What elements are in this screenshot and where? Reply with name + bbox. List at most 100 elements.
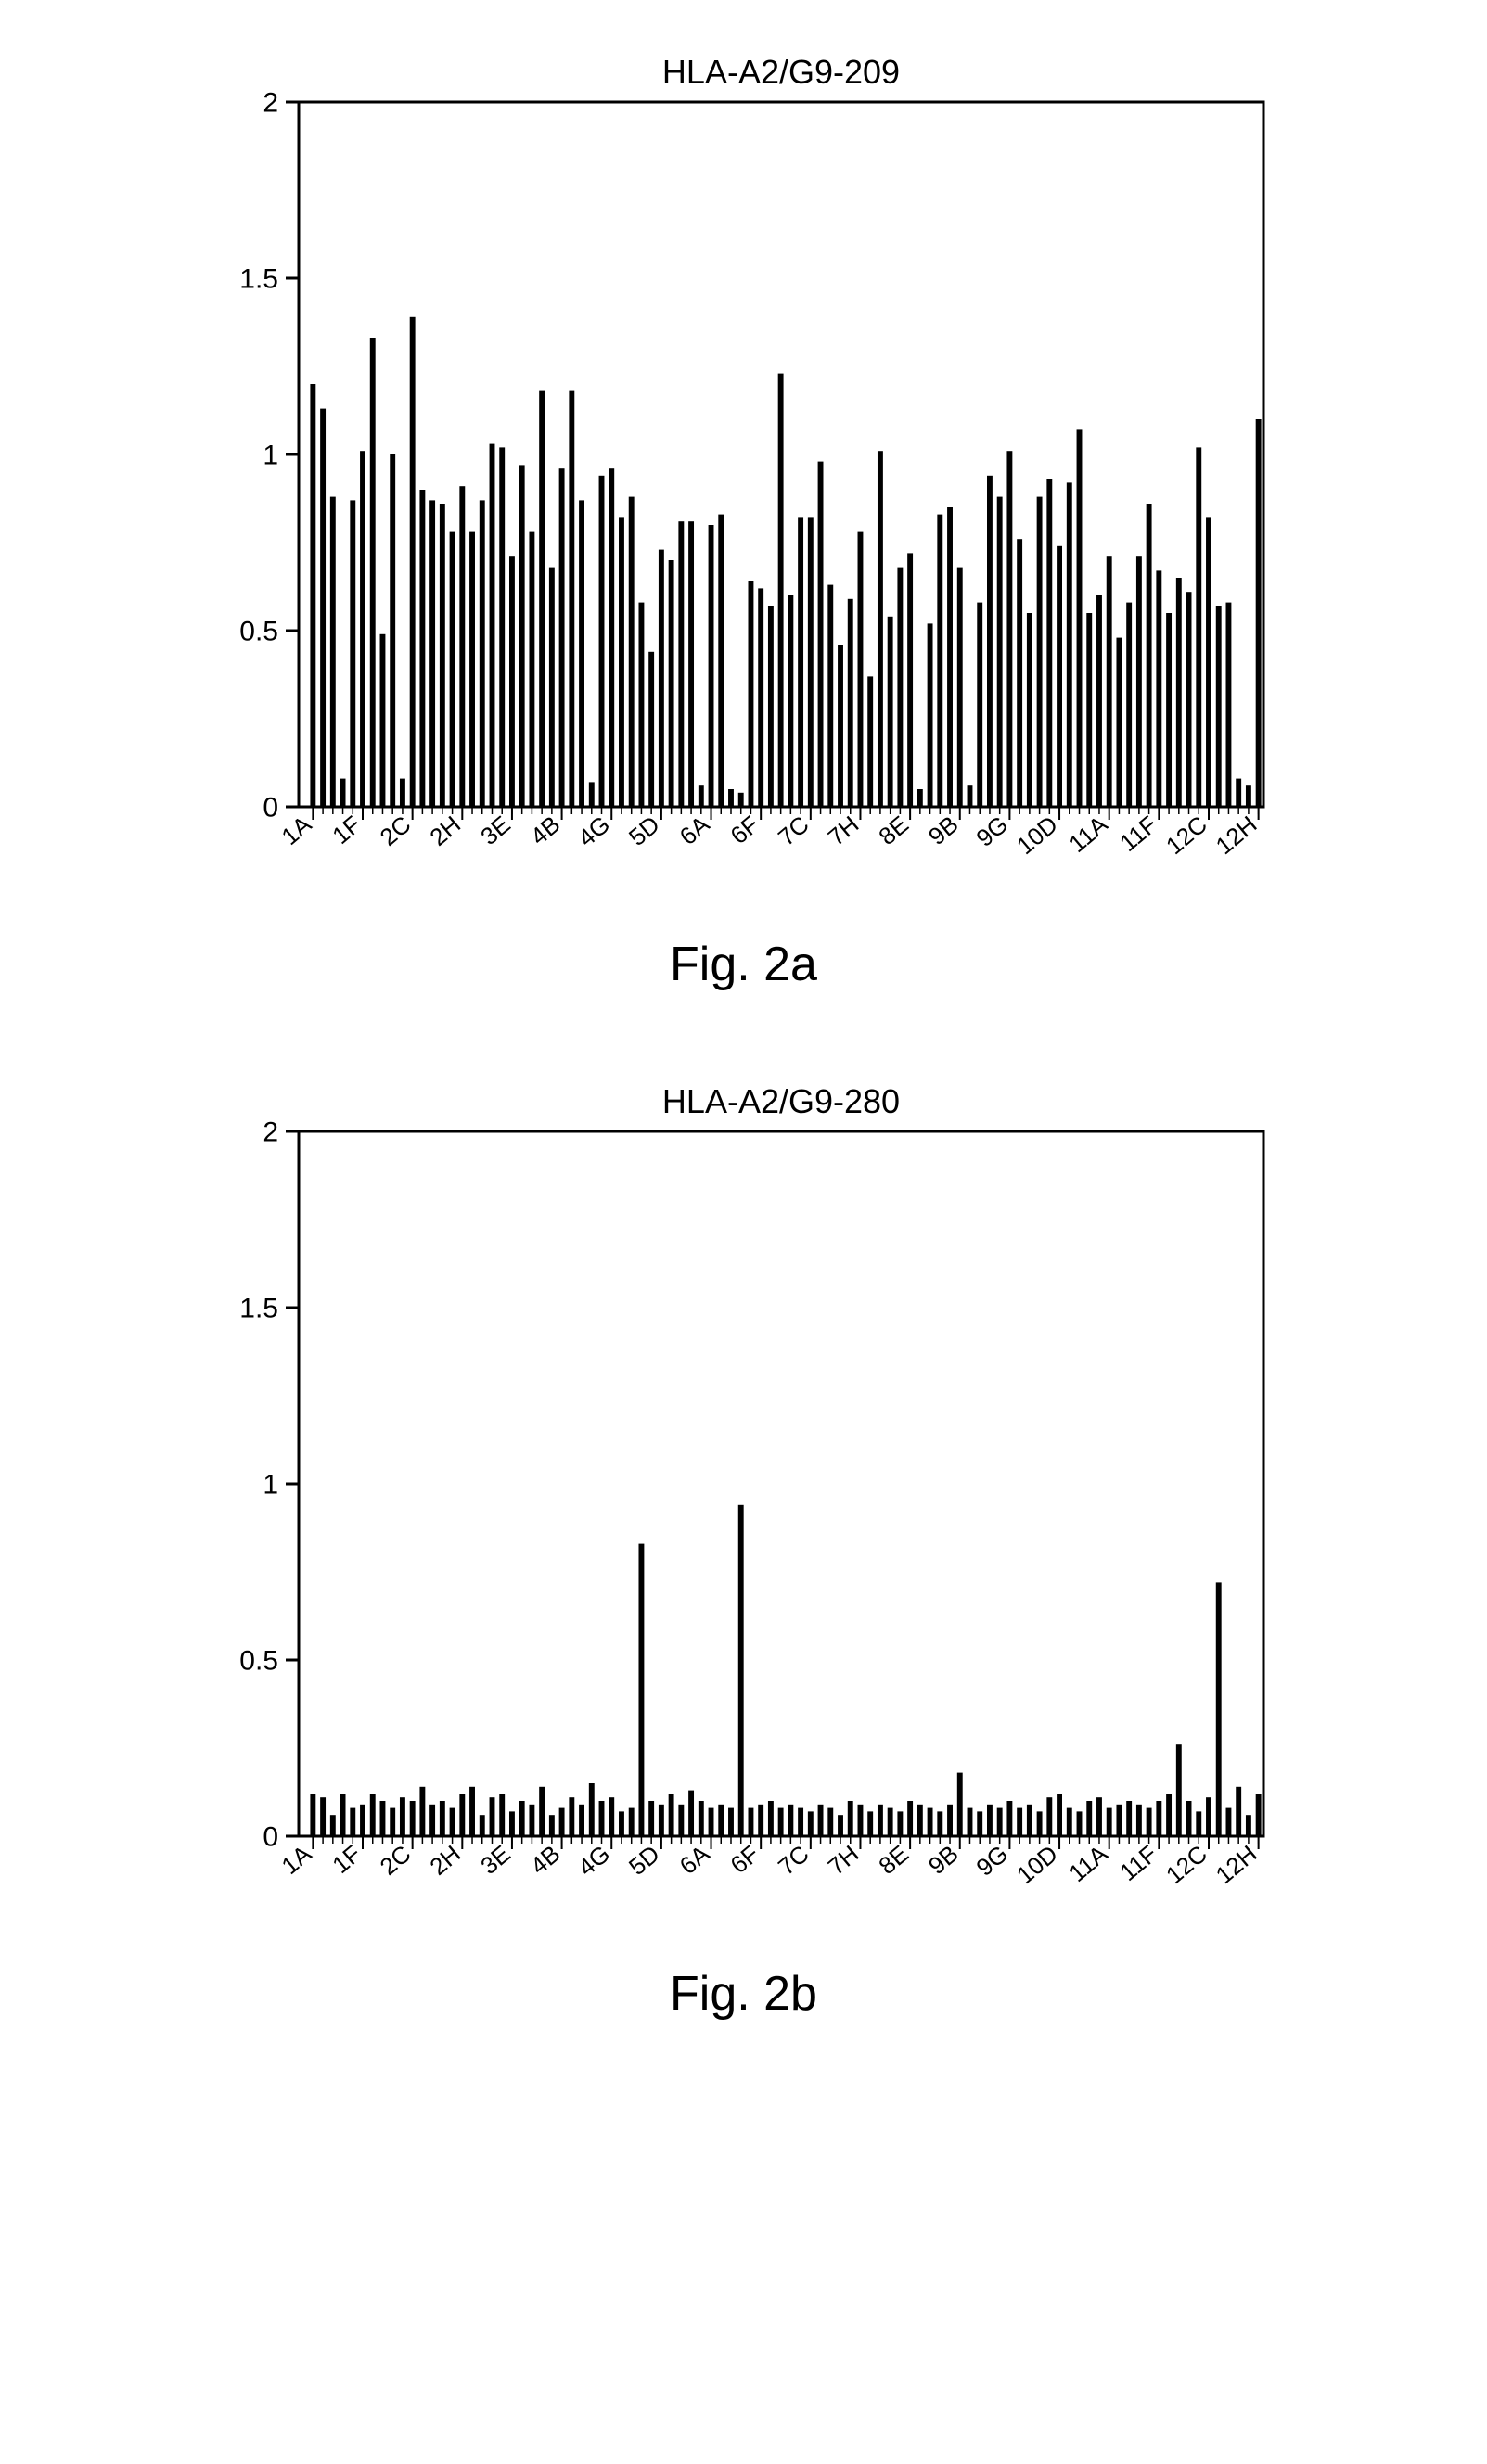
bar xyxy=(937,1811,942,1836)
bar xyxy=(838,645,843,807)
bar xyxy=(508,1811,514,1836)
x-tick-label: 11A xyxy=(1063,810,1113,858)
bar xyxy=(1106,556,1111,807)
x-tick-label: 7C xyxy=(772,1840,814,1881)
x-tick-label: 12C xyxy=(1160,1840,1212,1890)
bar xyxy=(439,504,444,807)
bar xyxy=(1057,546,1062,807)
bar xyxy=(1026,613,1032,807)
bar xyxy=(1036,497,1042,807)
bar xyxy=(489,444,494,807)
bar xyxy=(609,1797,614,1836)
bar xyxy=(1046,1797,1052,1836)
bar xyxy=(459,1794,465,1836)
bar xyxy=(1236,1787,1241,1836)
bar xyxy=(1126,603,1132,807)
bar xyxy=(409,317,415,807)
bar xyxy=(668,560,673,807)
bar xyxy=(1135,556,1141,807)
bar xyxy=(469,1787,475,1836)
bar xyxy=(1156,570,1161,807)
bar xyxy=(340,1794,345,1836)
bar xyxy=(986,476,992,807)
y-tick-label: 2 xyxy=(263,88,278,119)
bar xyxy=(579,1805,584,1836)
bar xyxy=(668,1794,673,1836)
bar xyxy=(1225,603,1231,807)
bar xyxy=(419,490,425,807)
bar xyxy=(539,1787,545,1836)
bar xyxy=(1057,1794,1062,1836)
bar xyxy=(1146,1808,1151,1836)
x-tick-label: 6A xyxy=(673,810,714,850)
bar xyxy=(1006,1801,1012,1836)
bar xyxy=(1106,1808,1111,1836)
bar xyxy=(1255,419,1261,807)
x-tick-label: 8E xyxy=(873,811,914,850)
bar xyxy=(788,595,793,807)
bar xyxy=(877,451,882,807)
x-tick-label: 4G xyxy=(572,1840,615,1882)
x-tick-label: 6A xyxy=(673,1839,714,1880)
bar xyxy=(838,1815,843,1836)
bar xyxy=(529,532,534,807)
bar xyxy=(310,1794,315,1836)
x-tick-label: 1A xyxy=(276,1839,316,1880)
bar xyxy=(399,779,404,807)
bar xyxy=(698,785,703,807)
bar xyxy=(1236,779,1241,807)
bar xyxy=(1146,504,1151,807)
bar xyxy=(956,568,962,807)
y-tick-label: 2 xyxy=(263,1117,278,1148)
bar xyxy=(718,1805,724,1836)
bar xyxy=(508,556,514,807)
bar xyxy=(767,1801,773,1836)
bar xyxy=(360,451,365,807)
x-tick-label: 8E xyxy=(873,1840,914,1880)
y-tick-label: 1.5 xyxy=(239,264,278,295)
bar xyxy=(1245,785,1250,807)
bar xyxy=(1096,1797,1102,1836)
bar xyxy=(897,568,903,807)
x-tick-label: 2H xyxy=(424,811,466,851)
bar xyxy=(499,1794,505,1836)
x-tick-label: 7C xyxy=(772,811,814,851)
figure-2b: HLA-A2/G9-28000.511.521A1F2C2H3E4B4G5D6A… xyxy=(187,1066,1301,2022)
x-tick-label: 7H xyxy=(822,1840,864,1881)
bar xyxy=(569,391,574,807)
bar xyxy=(708,525,713,807)
bar xyxy=(390,454,395,807)
bar xyxy=(777,374,783,807)
chart-title: HLA-A2/G9-209 xyxy=(661,53,899,91)
bar xyxy=(1066,1808,1071,1836)
bar xyxy=(728,789,734,807)
x-tick-label: 12C xyxy=(1160,811,1212,861)
bar xyxy=(1196,1811,1201,1836)
bar xyxy=(767,606,773,807)
bar xyxy=(1206,1797,1211,1836)
bar xyxy=(1215,1582,1221,1836)
bar xyxy=(360,1805,365,1836)
bar xyxy=(579,500,584,807)
bar xyxy=(1186,1801,1191,1836)
y-tick-label: 1 xyxy=(263,1470,278,1500)
plot-border xyxy=(299,1131,1263,1836)
bar xyxy=(558,468,564,807)
bar xyxy=(598,476,604,807)
x-tick-label: 5D xyxy=(622,811,664,851)
bar xyxy=(519,1801,524,1836)
bar xyxy=(917,789,922,807)
bar xyxy=(1017,1808,1022,1836)
bar xyxy=(648,1801,654,1836)
x-tick-label: 3E xyxy=(475,811,516,850)
bar xyxy=(1196,447,1201,807)
bar xyxy=(807,517,813,807)
bar xyxy=(887,1808,892,1836)
bar xyxy=(708,1808,713,1836)
figure-2b-caption: Fig. 2b xyxy=(187,1966,1301,2022)
bar xyxy=(1166,1794,1172,1836)
bar xyxy=(648,652,654,807)
bar xyxy=(887,617,892,807)
bar xyxy=(369,1794,375,1836)
bar xyxy=(390,1808,395,1836)
